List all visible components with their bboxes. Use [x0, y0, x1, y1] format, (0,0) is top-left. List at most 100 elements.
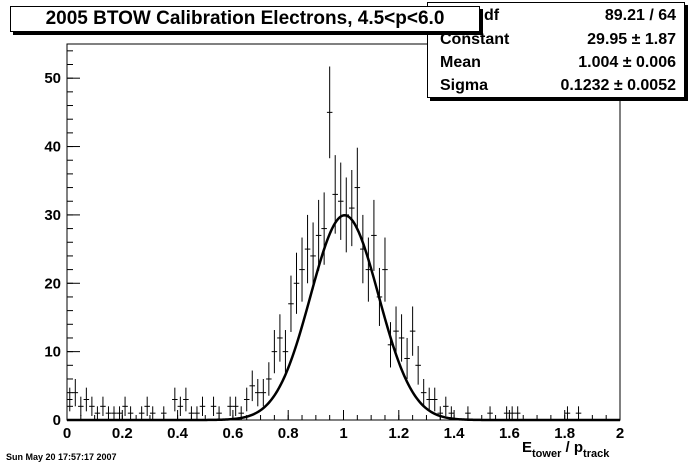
y-tick-label: 10 — [44, 344, 61, 361]
data-point — [304, 214, 311, 284]
y-tick-label: 0 — [53, 412, 61, 429]
data-point — [404, 337, 410, 379]
x-tick-label: 0.8 — [278, 425, 299, 442]
data-point — [371, 199, 377, 271]
x-tick-label: 2 — [616, 425, 624, 442]
data-point — [465, 406, 471, 420]
timestamp-footer: Sun May 20 17:57:17 2007 — [6, 452, 117, 462]
data-point — [271, 330, 278, 374]
y-tick-label: 20 — [44, 275, 61, 292]
stats-row-constant: Constant 29.95 ± 1.87 — [428, 29, 684, 51]
data-point — [426, 387, 432, 412]
data-point — [437, 406, 444, 420]
x-tick-label: 1.4 — [444, 425, 466, 442]
x-label-sub1: tower — [532, 448, 562, 460]
stats-row-df: df 89.21 / 64 — [428, 5, 684, 27]
x-axis-label: Etower / ptrack — [522, 439, 610, 460]
data-point — [144, 396, 150, 416]
data-point — [67, 387, 73, 412]
data-point — [100, 396, 106, 416]
plot-frame — [66, 43, 621, 421]
stats-key: df — [484, 7, 500, 24]
data-point — [266, 362, 272, 396]
data-point — [127, 406, 134, 420]
data-point — [288, 275, 294, 332]
stats-row-sigma: Sigma 0.1232 ± 0.0052 — [428, 75, 684, 97]
data-point — [227, 396, 233, 416]
chart-title: 2005 BTOW Calibration Electrons, 4.5<p<6… — [10, 6, 480, 32]
data-point — [310, 222, 316, 290]
data-point — [575, 406, 582, 420]
data-point — [349, 170, 355, 247]
x-tick-label: 1.8 — [554, 425, 575, 442]
data-point — [122, 396, 128, 416]
data-point — [420, 378, 427, 407]
data-point — [177, 396, 184, 416]
data-point — [149, 406, 156, 420]
stats-value: 1.004 ± 0.006 — [578, 54, 676, 71]
data-point — [509, 406, 515, 420]
data-point — [409, 306, 416, 356]
data-point — [431, 387, 438, 412]
x-tick-label: 0.4 — [167, 425, 189, 442]
data-point — [172, 387, 178, 412]
data-point — [393, 306, 399, 356]
data-point — [337, 162, 344, 240]
data-point — [105, 406, 112, 420]
data-points — [67, 66, 620, 421]
x-label-sub2: track — [583, 448, 610, 460]
data-point — [503, 406, 510, 420]
data-point — [161, 406, 167, 420]
stats-value: 29.95 ± 1.87 — [587, 31, 676, 48]
stats-value: 89.21 / 64 — [604, 7, 676, 24]
data-point — [243, 387, 250, 412]
data-point — [188, 406, 195, 420]
data-point — [111, 406, 117, 420]
stats-key: Sigma — [440, 77, 489, 94]
data-point — [382, 237, 388, 302]
data-point — [89, 396, 95, 416]
y-tick-label: 30 — [44, 207, 61, 224]
stats-key: Constant — [440, 31, 510, 48]
stats-key: Mean — [440, 54, 481, 71]
data-point — [116, 406, 123, 420]
data-point — [487, 406, 493, 420]
data-point — [299, 237, 305, 302]
stats-row-mean: Mean 1.004 ± 0.006 — [428, 52, 684, 74]
data-point — [78, 396, 84, 416]
stats-value: 0.1232 ± 0.0052 — [560, 77, 676, 94]
x-tick-label: 1 — [339, 425, 347, 442]
data-point — [138, 406, 145, 420]
x-tick-label: 1.6 — [499, 425, 520, 442]
data-point — [210, 396, 217, 416]
data-point — [216, 406, 222, 420]
data-point — [72, 378, 79, 407]
x-label-mid: / p — [561, 439, 583, 456]
data-point — [326, 66, 333, 159]
data-point — [232, 396, 239, 416]
data-point — [277, 314, 283, 362]
x-label-main1: E — [522, 439, 532, 456]
data-point — [183, 387, 189, 412]
data-point — [260, 378, 267, 407]
data-point — [564, 406, 571, 420]
data-point — [332, 155, 338, 234]
data-point — [415, 345, 421, 385]
data-point — [194, 406, 200, 420]
data-point — [398, 314, 405, 362]
data-point — [249, 370, 256, 402]
y-tick-label: 40 — [44, 139, 61, 156]
data-point — [94, 406, 101, 420]
data-point — [514, 406, 521, 420]
data-point — [83, 387, 90, 412]
y-tick-label: 50 — [44, 70, 61, 87]
gaussian-fit-curve — [67, 214, 620, 422]
x-tick-label: 0.2 — [112, 425, 133, 442]
x-tick-label: 0.6 — [222, 425, 243, 442]
data-point — [315, 199, 322, 271]
x-tick-label: 0 — [63, 425, 71, 442]
data-point — [293, 252, 300, 314]
x-tick-label: 1.2 — [388, 425, 409, 442]
